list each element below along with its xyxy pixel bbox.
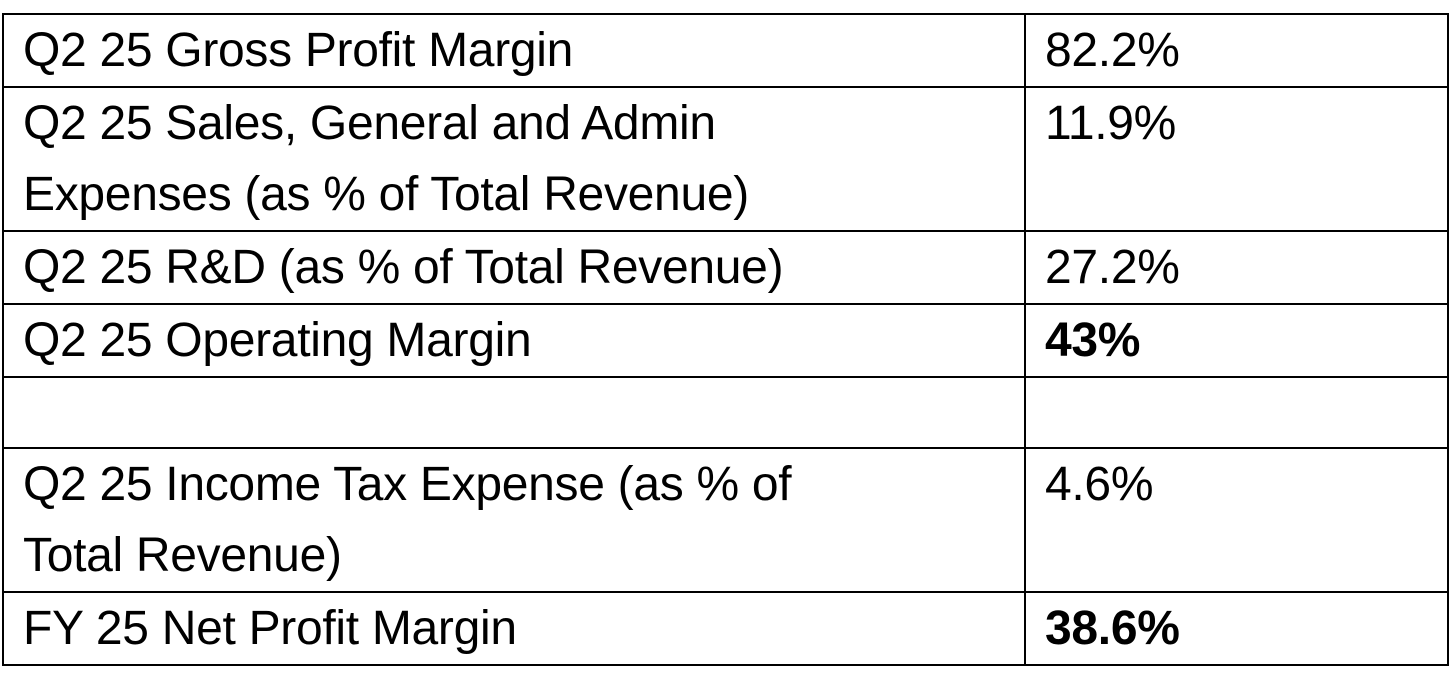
metric-value (1024, 376, 1449, 449)
metric-label: Q2 25 R&D (as % of Total Revenue) (2, 230, 1026, 305)
metric-value: 27.2% (1024, 230, 1449, 305)
metric-value: 82.2% (1024, 13, 1449, 88)
metric-value: 4.6% (1024, 447, 1449, 593)
table-row: Q2 25 Gross Profit Margin 82.2% (2, 13, 1449, 88)
metric-label: FY 25 Net Profit Margin (2, 591, 1026, 666)
table-row-empty (2, 376, 1449, 449)
table-row: Q2 25 Income Tax Expense (as % of Total … (2, 447, 1449, 593)
table-row: Q2 25 Sales, General and Admin Expenses … (2, 86, 1449, 232)
financial-metrics-table: Q2 25 Gross Profit Margin 82.2% Q2 25 Sa… (2, 13, 1449, 666)
metric-label: Q2 25 Gross Profit Margin (2, 13, 1026, 88)
table-row: FY 25 Net Profit Margin 38.6% (2, 591, 1449, 666)
table-row: Q2 25 Operating Margin 43% (2, 303, 1449, 378)
metric-label: Q2 25 Income Tax Expense (as % of Total … (2, 447, 1026, 593)
metric-value: 43% (1024, 303, 1449, 378)
metric-value: 11.9% (1024, 86, 1449, 232)
table-row: Q2 25 R&D (as % of Total Revenue) 27.2% (2, 230, 1449, 305)
metric-label: Q2 25 Sales, General and Admin Expenses … (2, 86, 1026, 232)
metric-label (2, 376, 1026, 449)
metric-value: 38.6% (1024, 591, 1449, 666)
metric-label: Q2 25 Operating Margin (2, 303, 1026, 378)
